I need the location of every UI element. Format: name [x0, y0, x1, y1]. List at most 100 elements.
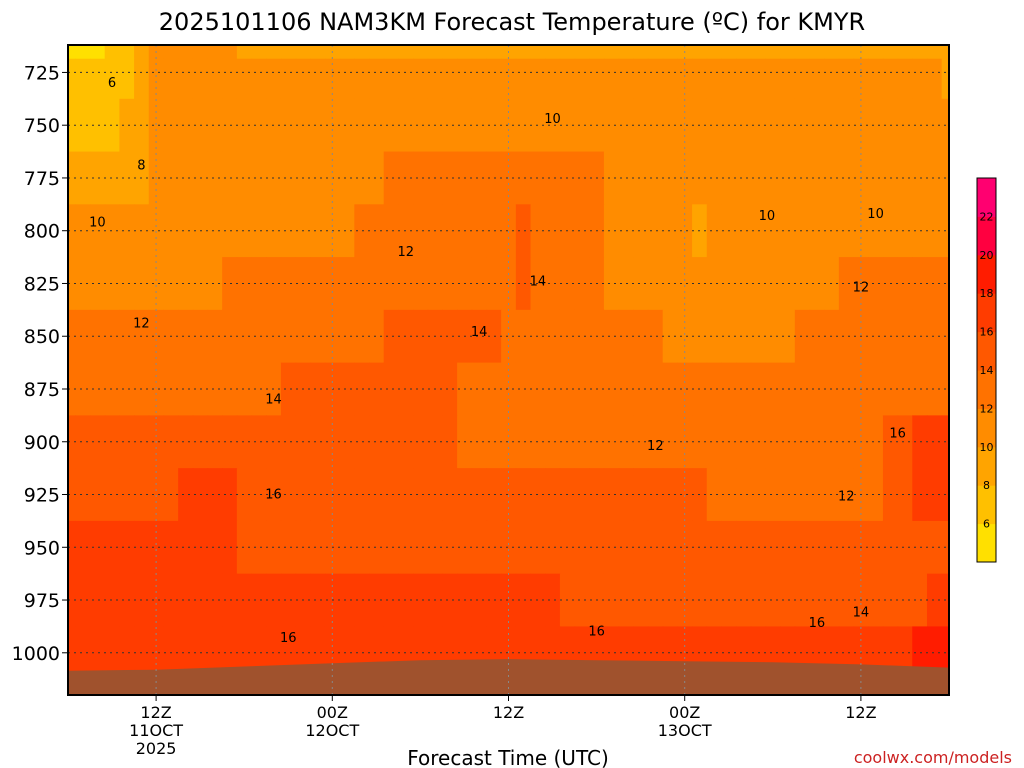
temp-cell	[912, 204, 928, 258]
temp-cell	[178, 573, 194, 628]
temp-cell	[369, 58, 385, 100]
temp-cell	[398, 415, 414, 469]
temp-cell	[90, 257, 106, 311]
temp-cell	[207, 45, 223, 60]
temp-cell	[413, 257, 429, 311]
temp-cell	[251, 362, 267, 416]
colorbar-label: 6	[983, 518, 990, 531]
temp-cell	[515, 468, 532, 522]
temp-cell	[354, 468, 370, 522]
temp-cell	[809, 362, 825, 416]
temp-cell	[75, 468, 91, 522]
temp-cell	[926, 415, 943, 469]
temp-cell	[838, 573, 855, 628]
temp-cell	[706, 45, 723, 60]
temp-cell	[545, 151, 561, 205]
temp-cell	[68, 204, 76, 258]
colorbar-label: 20	[980, 249, 994, 262]
temp-cell	[897, 520, 913, 575]
temp-cell	[941, 58, 950, 100]
temp-cell	[398, 204, 414, 258]
temp-cell	[222, 58, 238, 100]
temp-cell	[236, 257, 253, 311]
temp-cell	[633, 573, 649, 628]
y-tick-label: 975	[24, 590, 60, 612]
temp-cell	[236, 98, 253, 153]
temp-cell	[677, 520, 693, 575]
temp-cell	[868, 520, 884, 575]
contour-label: 10	[544, 112, 561, 127]
temp-cell	[236, 309, 253, 364]
temp-cell	[75, 415, 91, 469]
temp-cell	[809, 468, 825, 522]
temp-cell	[897, 626, 913, 675]
temp-cell	[926, 573, 943, 628]
temp-cell	[354, 58, 370, 100]
temp-cell	[68, 415, 76, 469]
temp-cell	[780, 573, 796, 628]
temp-cell	[339, 415, 355, 469]
temp-cell	[354, 204, 370, 258]
temp-cell	[765, 468, 781, 522]
temp-cell	[119, 98, 135, 153]
temp-cell	[398, 468, 414, 522]
temp-cell	[68, 520, 76, 575]
colorbar-label: 12	[980, 402, 994, 415]
temp-cell	[310, 626, 326, 675]
colorbar-label: 14	[980, 364, 994, 377]
temp-cell	[148, 257, 165, 311]
temp-cell	[603, 58, 620, 100]
temp-cell	[413, 468, 429, 522]
y-tick-label: 925	[24, 485, 60, 507]
temp-cell	[383, 573, 399, 628]
temp-cell	[119, 468, 135, 522]
temp-cell	[647, 573, 664, 628]
temp-cell	[780, 309, 796, 364]
temp-cell	[574, 468, 590, 522]
temp-cell	[824, 626, 840, 675]
temp-cell	[163, 626, 179, 675]
temp-cell	[853, 58, 869, 100]
temp-cell	[236, 573, 253, 628]
y-tick-label: 725	[24, 62, 60, 84]
temp-cell	[222, 573, 238, 628]
temp-cell	[926, 626, 943, 675]
temp-cell	[912, 151, 928, 205]
temp-cell	[838, 151, 855, 205]
temp-cell	[824, 58, 840, 100]
temp-cell	[207, 362, 223, 416]
temp-cell	[794, 468, 811, 522]
temp-cell	[75, 204, 91, 258]
temp-cell	[515, 151, 532, 205]
temp-cell	[530, 309, 546, 364]
temp-cell	[882, 626, 899, 675]
temp-cell	[471, 151, 488, 205]
temp-cell	[706, 309, 723, 364]
temp-cell	[413, 151, 429, 205]
temp-cell	[354, 520, 370, 575]
temp-cell	[192, 626, 209, 675]
temp-cell	[530, 415, 546, 469]
temp-cell	[926, 45, 943, 60]
temp-cell	[603, 362, 620, 416]
temp-cell	[280, 151, 297, 205]
temp-cell	[119, 257, 135, 311]
temp-cell	[515, 58, 532, 100]
temp-cell	[251, 58, 267, 100]
temp-cell	[838, 98, 855, 153]
temp-cell	[662, 98, 678, 153]
temp-cell	[809, 415, 825, 469]
temp-cell	[838, 257, 855, 311]
temp-cell	[369, 520, 385, 575]
temp-cell	[222, 257, 238, 311]
temp-cell	[251, 204, 267, 258]
temp-cell	[295, 58, 311, 100]
temp-cell	[515, 415, 532, 469]
temp-cell	[369, 204, 385, 258]
contour-label: 16	[588, 625, 605, 640]
temp-cell	[354, 45, 370, 60]
temp-cell	[809, 151, 825, 205]
temp-cell	[736, 415, 752, 469]
temp-cell	[647, 362, 664, 416]
temp-cell	[574, 309, 590, 364]
